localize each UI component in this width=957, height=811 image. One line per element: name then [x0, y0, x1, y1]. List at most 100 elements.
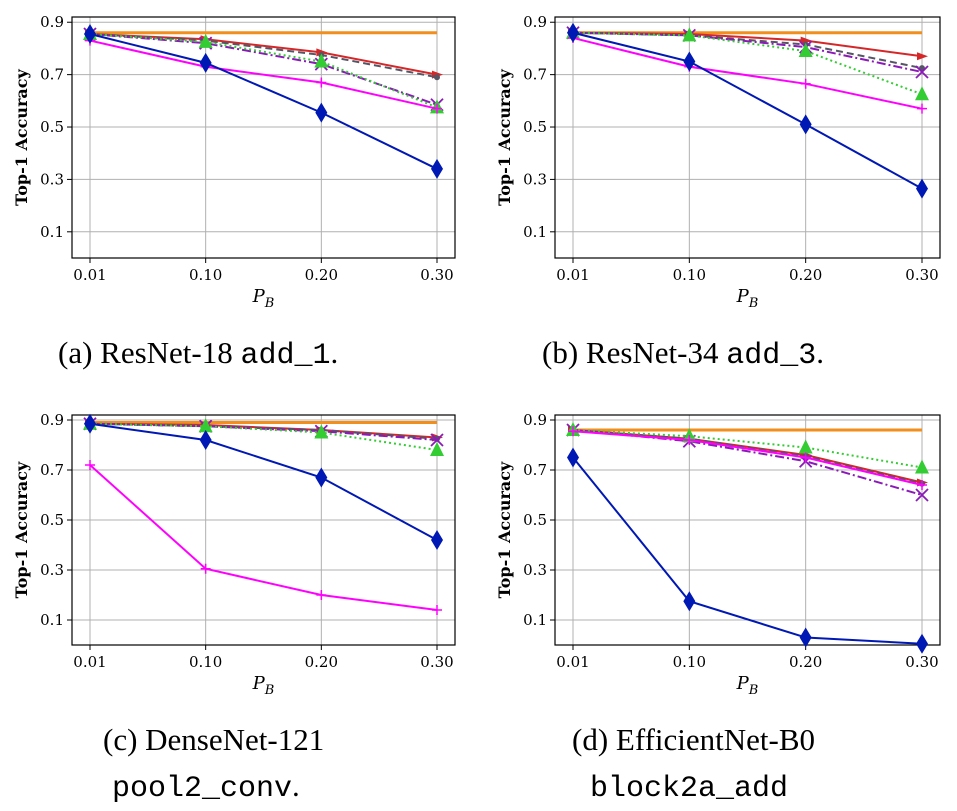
- marker-5-2: [316, 77, 327, 88]
- caption-a-code: add_1: [240, 339, 331, 373]
- ytick-label: 0.7: [523, 461, 547, 479]
- series-line-3: [572, 31, 923, 73]
- marker-5-1: [200, 563, 211, 574]
- xtick-label: 0.20: [789, 266, 822, 284]
- series-line-6: [89, 422, 438, 541]
- y-axis-label: Top-1 Accuracy: [12, 68, 31, 205]
- caption-c-text: (c) DenseNet-121: [103, 722, 325, 757]
- ytick-label: 0.5: [40, 511, 64, 529]
- marker-6-2: [315, 467, 328, 488]
- plot-frame: [554, 16, 941, 259]
- ytick-label: 0.5: [523, 118, 547, 136]
- ytick-label: 0.7: [40, 461, 64, 479]
- xtick-label: 0.01: [73, 266, 106, 284]
- marker-6-0: [84, 24, 96, 45]
- marker-5-2: [800, 452, 811, 463]
- marker-5-3: [917, 103, 927, 114]
- y-axis-label: Top-1 Accuracy: [495, 68, 514, 205]
- marker-4-2: [798, 43, 813, 58]
- series-line-3: [572, 429, 923, 496]
- x-axis-label: PB: [736, 286, 759, 311]
- xtick-label: 0.30: [420, 653, 453, 671]
- caption-b-code: add_3: [726, 339, 817, 373]
- marker-6-2: [799, 627, 812, 648]
- marker-3-3: [915, 488, 929, 502]
- ytick-label: 0.1: [40, 611, 64, 629]
- chart-a: 0.1 0.3 0.5 0.7 0.9 0.01 0.10 0.20 0.30 Top-1 Acc…: [12, 13, 456, 311]
- caption-c-line2: pool2_conv.: [112, 768, 300, 806]
- marker-4-2: [798, 439, 813, 454]
- series-line-5: [89, 39, 438, 110]
- y-axis-label: Top-1 Accuracy: [12, 461, 31, 598]
- marker-4-1: [682, 27, 697, 42]
- series-line-2: [572, 429, 923, 485]
- series-line-4: [89, 422, 438, 451]
- xtick-label: 0.20: [305, 653, 338, 671]
- marker-6-3: [431, 530, 443, 550]
- marker-6-3: [431, 158, 443, 179]
- caption-b: (b) ResNet-34 add_3.: [542, 335, 824, 373]
- x-axis-label: PB: [252, 286, 275, 311]
- marker-4-2: [314, 424, 329, 439]
- series-line-2: [89, 33, 438, 79]
- ytick-label: 0.5: [523, 511, 547, 529]
- series-line-5: [572, 430, 923, 486]
- marker-5-1: [684, 435, 695, 445]
- caption-c-end: .: [292, 768, 300, 803]
- xtick-label: 0.30: [905, 653, 938, 671]
- series-line-6: [572, 31, 923, 190]
- chart-panel-a: 0.1 0.3 0.5 0.7 0.9 0.01 0.10 0.20 0.30 Top-1 Acc…: [0, 0, 480, 385]
- series-line-6: [572, 456, 923, 645]
- xtick-label: 0.10: [189, 653, 222, 671]
- xtick-label: 0.30: [420, 266, 453, 284]
- ytick-label: 0.3: [523, 561, 547, 579]
- series-line-1: [572, 31, 923, 58]
- marker-4-1: [198, 33, 213, 48]
- marker-6-2: [315, 102, 328, 123]
- caption-c: (c) DenseNet-121: [103, 722, 324, 758]
- marker-4-1: [198, 418, 213, 433]
- xtick-label: 0.01: [73, 653, 106, 671]
- x-axis-label-sub: B: [264, 296, 275, 311]
- ytick-label: 0.7: [40, 66, 64, 84]
- xtick-label: 0.30: [905, 266, 938, 284]
- caption-b-text: (b) ResNet-34: [542, 335, 719, 370]
- series-line-4: [89, 33, 438, 109]
- chart-panel-c: 0.1 0.3 0.5 0.7 0.9 0.01 0.10 0.20 0.30 Top-1 Acc…: [0, 400, 480, 811]
- caption-d-text: (d) EfficientNet-B0: [572, 722, 816, 757]
- marker-6-1: [199, 430, 212, 450]
- marker-3-3: [430, 433, 444, 447]
- marker-6-2: [799, 114, 812, 135]
- marker-5-3: [432, 103, 442, 114]
- marker-4-3: [915, 459, 929, 474]
- x-axis-label-sub: B: [748, 296, 759, 311]
- ytick-label: 0.1: [523, 223, 547, 241]
- chart-c: 0.1 0.3 0.5 0.7 0.9 0.01 0.10 0.20 0.30 Top-1 Acc…: [12, 411, 456, 698]
- plot-frame: [554, 414, 941, 646]
- y-axis-label: Top-1 Accuracy: [495, 461, 514, 598]
- series-line-6: [89, 33, 438, 170]
- marker-6-3: [916, 178, 928, 199]
- xtick-label: 0.10: [673, 653, 706, 671]
- chart-b: 0.1 0.3 0.5 0.7 0.9 0.01 0.10 0.20 0.30 Top-1 Acc…: [495, 13, 941, 311]
- marker-5-0: [568, 426, 578, 437]
- ytick-label: 0.9: [523, 13, 547, 31]
- marker-1-3: [917, 52, 928, 61]
- series-line-3: [89, 33, 438, 106]
- marker-6-0: [84, 413, 96, 434]
- chart-panel-d: 0.1 0.3 0.5 0.7 0.9 0.01 0.10 0.20 0.30 Top-1 Acc…: [480, 400, 957, 811]
- x-axis-label: PB: [252, 673, 275, 698]
- series-line-4: [572, 31, 923, 96]
- marker-6-0: [567, 447, 579, 468]
- marker-4-3: [915, 86, 929, 101]
- x-axis-label-sub: B: [264, 683, 275, 698]
- caption-d-line2: block2a_add: [590, 768, 788, 806]
- xtick-label: 0.10: [189, 266, 222, 284]
- marker-5-3: [432, 605, 442, 615]
- marker-6-1: [683, 591, 696, 612]
- x-axis-label-sub: B: [748, 683, 759, 698]
- caption-c-code: pool2_conv: [112, 772, 293, 806]
- ytick-label: 0.9: [523, 411, 547, 429]
- ytick-label: 0.3: [523, 170, 547, 188]
- ytick-label: 0.1: [40, 223, 64, 241]
